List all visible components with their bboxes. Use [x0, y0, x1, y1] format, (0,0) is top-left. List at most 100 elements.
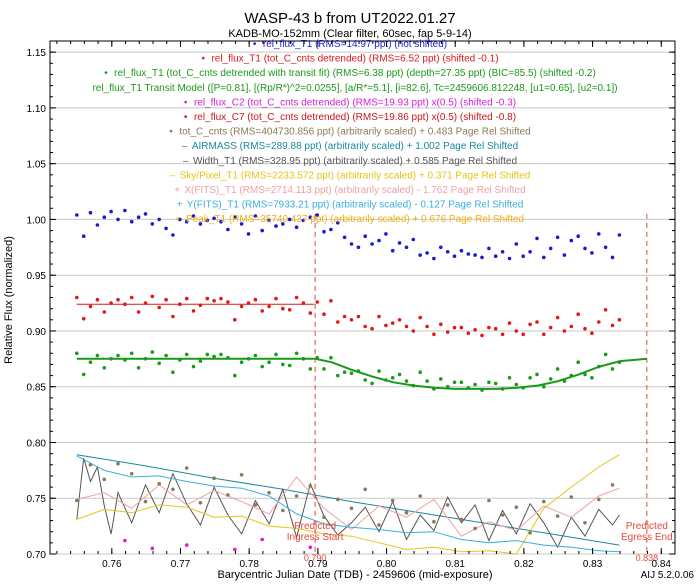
- point-s2-61: [493, 381, 498, 386]
- point-s2-19: [205, 352, 210, 357]
- point-s2-28: [267, 360, 271, 365]
- point-s2-58: [473, 382, 477, 387]
- point-s2-17: [191, 364, 196, 369]
- point-s0-59: [480, 255, 484, 260]
- series-layer: [75, 208, 647, 554]
- point-s0-3: [95, 223, 100, 227]
- point-s4-34: [542, 499, 546, 504]
- point-s4-18: [322, 515, 326, 519]
- line-2: [76, 454, 620, 546]
- legend-entry-8: Width_T1 (RMS=328.95 ppt) (arbitrarily s…: [193, 156, 517, 167]
- y-tick-label: 0.75: [27, 494, 47, 505]
- point-s0-12: [157, 217, 161, 222]
- point-s1-16: [184, 296, 189, 301]
- point-s1-31: [287, 308, 292, 312]
- point-s2-35: [315, 355, 320, 360]
- point-s1-62: [500, 332, 505, 337]
- x-tick-label: 0.83: [583, 559, 603, 570]
- point-s1-38: [336, 320, 340, 324]
- point-s2-67: [535, 372, 539, 377]
- point-s0-56: [459, 248, 464, 253]
- point-s2-40: [349, 371, 354, 376]
- point-s1-8: [129, 295, 134, 300]
- plot-area: [75, 208, 647, 554]
- point-s0-63: [507, 256, 512, 261]
- point-s0-10: [143, 212, 148, 216]
- legend-symbol-10: +: [174, 185, 180, 196]
- point-s2-34: [308, 367, 313, 371]
- point-s2-72: [569, 373, 574, 378]
- point-s2-71: [562, 379, 567, 383]
- point-s1-32: [294, 295, 299, 300]
- point-s0-71: [562, 253, 567, 257]
- point-s4-23: [390, 498, 395, 503]
- point-s1-50: [418, 315, 423, 320]
- predicted-label-0: Predicted: [294, 521, 336, 532]
- y-axis-label: Relative Flux (normalized): [3, 236, 15, 364]
- point-s2-13: [164, 353, 168, 358]
- point-s0-39: [342, 235, 347, 240]
- point-s2-25: [246, 357, 251, 361]
- point-s2-79: [617, 360, 622, 365]
- point-s0-53: [439, 245, 443, 250]
- point-s2-65: [521, 386, 525, 390]
- point-s0-28: [267, 218, 271, 223]
- point-s1-78: [610, 323, 615, 328]
- y-tick-label: 0.70: [27, 550, 47, 561]
- point-s0-8: [129, 219, 134, 224]
- point-s0-17: [191, 214, 196, 218]
- point-s2-69: [548, 377, 553, 381]
- point-s2-50: [418, 370, 423, 375]
- point-s0-47: [397, 241, 402, 245]
- point-s2-21: [219, 352, 223, 357]
- point-s1-36: [322, 312, 326, 317]
- predicted-value-0: 0.790: [304, 553, 327, 563]
- legend-entry-7: AIRMASS (RMS=289.88 ppt) (arbitrarily sc…: [192, 141, 518, 152]
- point-s1-22: [226, 300, 230, 304]
- point-s4-4: [129, 471, 134, 476]
- point-s1-13: [164, 297, 168, 302]
- point-s1-20: [212, 299, 216, 303]
- point-s1-56: [459, 325, 464, 330]
- point-s0-76: [597, 232, 601, 236]
- point-s0-62: [500, 250, 505, 254]
- x-tick-label: 0.78: [239, 559, 259, 570]
- point-s1-2: [88, 304, 93, 309]
- point-s2-54: [445, 384, 450, 389]
- point-s4-21: [363, 487, 368, 492]
- legend-symbol-2: •: [104, 68, 108, 79]
- point-s2-4: [102, 366, 107, 370]
- point-s0-50: [418, 253, 423, 257]
- point-s2-2: [88, 360, 93, 365]
- point-s0-20: [212, 216, 216, 221]
- point-s0-65: [521, 254, 525, 258]
- point-s0-13: [164, 226, 168, 231]
- point-s0-5: [109, 209, 113, 214]
- point-s1-73: [576, 312, 580, 317]
- legend-symbol-7: –: [182, 141, 188, 152]
- point-s2-64: [514, 382, 519, 387]
- point-s0-6: [116, 217, 120, 222]
- point-s2-73: [576, 360, 580, 365]
- point-s0-74: [583, 246, 587, 251]
- point-s3-1: [150, 546, 155, 551]
- point-s0-55: [452, 254, 457, 258]
- point-s0-34: [308, 215, 313, 219]
- point-s0-49: [411, 237, 416, 242]
- point-s0-48: [404, 245, 409, 250]
- point-s1-27: [260, 309, 265, 313]
- y-tick-label: 0.80: [27, 438, 47, 449]
- point-s1-41: [356, 314, 361, 319]
- point-s4-26: [432, 519, 436, 524]
- point-s2-78: [610, 367, 615, 371]
- point-s2-68: [542, 384, 546, 389]
- line-3: [76, 457, 620, 549]
- point-s0-60: [487, 246, 491, 251]
- point-s0-26: [253, 214, 258, 218]
- point-s2-51: [425, 379, 429, 383]
- line-1: [76, 357, 647, 390]
- point-s2-53: [439, 377, 443, 381]
- point-s1-79: [617, 318, 622, 322]
- legend-entry-11: Y(FITS)_T1 (RMS=7933.21 ppt) (arbitraril…: [187, 200, 524, 211]
- point-s1-35: [315, 300, 320, 304]
